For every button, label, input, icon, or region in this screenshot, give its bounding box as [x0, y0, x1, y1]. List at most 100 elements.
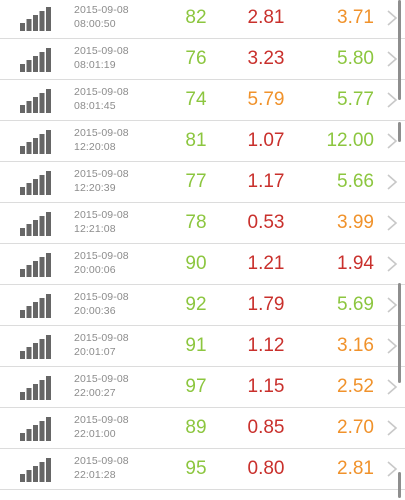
chevron-right-icon[interactable] [386, 420, 398, 436]
value-3: 5.77 [337, 89, 374, 110]
value-2: 1.17 [247, 171, 285, 192]
value-1: 81 [185, 130, 207, 151]
value-2: 0.80 [247, 458, 285, 479]
value-2: 1.15 [247, 376, 285, 397]
signal-bars-icon [20, 374, 52, 402]
value-2: 1.07 [247, 130, 285, 151]
signal-bars-icon [20, 333, 52, 361]
list-item[interactable]: 2015-09-08 20:00:36 92 1.79 5.69 [0, 285, 405, 326]
timestamp-date: 2015-09-08 [74, 455, 129, 467]
timestamp-date: 2015-09-08 [74, 168, 129, 180]
value-3: 2.70 [337, 417, 374, 438]
value-2: 0.85 [247, 417, 285, 438]
timestamp-time: 08:01:45 [74, 100, 116, 112]
value-3: 12.00 [326, 130, 374, 151]
timestamp: 2015-09-08 12:21:08 [74, 208, 129, 236]
chevron-right-icon[interactable] [386, 461, 398, 477]
timestamp-date: 2015-09-08 [74, 209, 129, 221]
chevron-right-icon[interactable] [386, 379, 398, 395]
value-1: 89 [185, 417, 207, 438]
scrollbar-thumb[interactable] [398, 122, 401, 142]
timestamp-time: 08:01:19 [74, 59, 116, 71]
value-2: 1.12 [247, 335, 285, 356]
value-3: 2.52 [337, 376, 374, 397]
value-3: 3.99 [337, 212, 374, 233]
signal-bars-icon [20, 5, 52, 33]
timestamp: 2015-09-08 12:20:39 [74, 167, 129, 195]
list-item[interactable]: 2015-09-08 22:01:00 89 0.85 2.70 [0, 408, 405, 449]
signal-bars-icon [20, 415, 52, 443]
timestamp: 2015-09-08 22:00:27 [74, 372, 129, 400]
value-3: 5.69 [337, 294, 374, 315]
timestamp-time: 20:00:06 [74, 264, 116, 276]
signal-bars-icon [20, 87, 52, 115]
timestamp-date: 2015-09-08 [74, 250, 129, 262]
timestamp-time: 12:20:08 [74, 141, 116, 153]
timestamp-time: 20:01:07 [74, 346, 116, 358]
timestamp-date: 2015-09-08 [74, 414, 129, 426]
signal-bars-icon [20, 292, 52, 320]
chevron-right-icon[interactable] [386, 256, 398, 272]
value-1: 77 [185, 171, 207, 192]
timestamp-date: 2015-09-08 [74, 127, 129, 139]
signal-bars-icon [20, 210, 52, 238]
value-1: 95 [185, 458, 207, 479]
timestamp: 2015-09-08 12:20:08 [74, 126, 129, 154]
chevron-right-icon[interactable] [386, 51, 398, 67]
timestamp-time: 08:00:50 [74, 18, 116, 30]
timestamp-time: 20:00:36 [74, 305, 116, 317]
list-item[interactable]: 2015-09-08 22:01:28 95 0.80 2.81 [0, 449, 405, 490]
value-1: 76 [185, 48, 207, 69]
scrollbar-thumb[interactable] [398, 472, 401, 498]
value-1: 97 [185, 376, 207, 397]
timestamp: 2015-09-08 08:01:19 [74, 44, 129, 72]
list-item[interactable]: 2015-09-08 22:00:27 97 1.15 2.52 [0, 367, 405, 408]
signal-bars-icon [20, 46, 52, 74]
signal-bars-icon [20, 128, 52, 156]
timestamp: 2015-09-08 20:00:36 [74, 290, 129, 318]
list-item[interactable]: 2015-09-08 12:21:08 78 0.53 3.99 [0, 203, 405, 244]
chevron-right-icon[interactable] [386, 133, 398, 149]
chevron-right-icon[interactable] [386, 338, 398, 354]
value-1: 90 [185, 253, 207, 274]
value-2: 5.79 [247, 89, 285, 110]
timestamp-date: 2015-09-08 [74, 332, 129, 344]
timestamp-date: 2015-09-08 [74, 45, 129, 57]
list-item[interactable]: 2015-09-08 12:20:39 77 1.17 5.66 [0, 162, 405, 203]
list-item[interactable]: 2015-09-08 12:20:08 81 1.07 12.00 [0, 121, 405, 162]
value-3: 2.81 [337, 458, 374, 479]
list-item[interactable]: 2015-09-08 20:00:06 90 1.21 1.94 [0, 244, 405, 285]
signal-bars-icon [20, 251, 52, 279]
list-item[interactable]: 2015-09-08 20:01:07 91 1.12 3.16 [0, 326, 405, 367]
chevron-right-icon[interactable] [386, 297, 398, 313]
value-2: 1.21 [247, 253, 285, 274]
chevron-right-icon[interactable] [386, 10, 398, 26]
timestamp-time: 22:00:27 [74, 387, 116, 399]
timestamp-date: 2015-09-08 [74, 86, 129, 98]
timestamp-date: 2015-09-08 [74, 373, 129, 385]
scrollbar-thumb[interactable] [398, 283, 401, 383]
signal-bars-icon [20, 456, 52, 484]
value-2: 2.81 [247, 7, 285, 28]
list-item[interactable]: 2015-09-08 08:01:19 76 3.23 5.80 [0, 39, 405, 80]
value-1: 91 [185, 335, 207, 356]
timestamp: 2015-09-08 20:00:06 [74, 249, 129, 277]
value-1: 82 [185, 7, 207, 28]
chevron-right-icon[interactable] [386, 92, 398, 108]
timestamp-time: 12:21:08 [74, 223, 116, 235]
list-item[interactable]: 2015-09-08 08:01:45 74 5.79 5.77 [0, 80, 405, 121]
chevron-right-icon[interactable] [386, 215, 398, 231]
value-3: 3.16 [337, 335, 374, 356]
value-3: 1.94 [337, 253, 374, 274]
timestamp: 2015-09-08 08:01:45 [74, 85, 129, 113]
timestamp-time: 22:01:28 [74, 469, 116, 481]
chevron-right-icon[interactable] [386, 174, 398, 190]
timestamp-time: 12:20:39 [74, 182, 116, 194]
value-2: 1.79 [247, 294, 285, 315]
scrollbar-thumb[interactable] [398, 0, 401, 100]
timestamp: 2015-09-08 08:00:50 [74, 3, 129, 31]
value-1: 92 [185, 294, 207, 315]
list-item[interactable]: 2015-09-08 08:00:50 82 2.81 3.71 [0, 0, 405, 39]
timestamp-date: 2015-09-08 [74, 4, 129, 16]
value-1: 78 [185, 212, 207, 233]
